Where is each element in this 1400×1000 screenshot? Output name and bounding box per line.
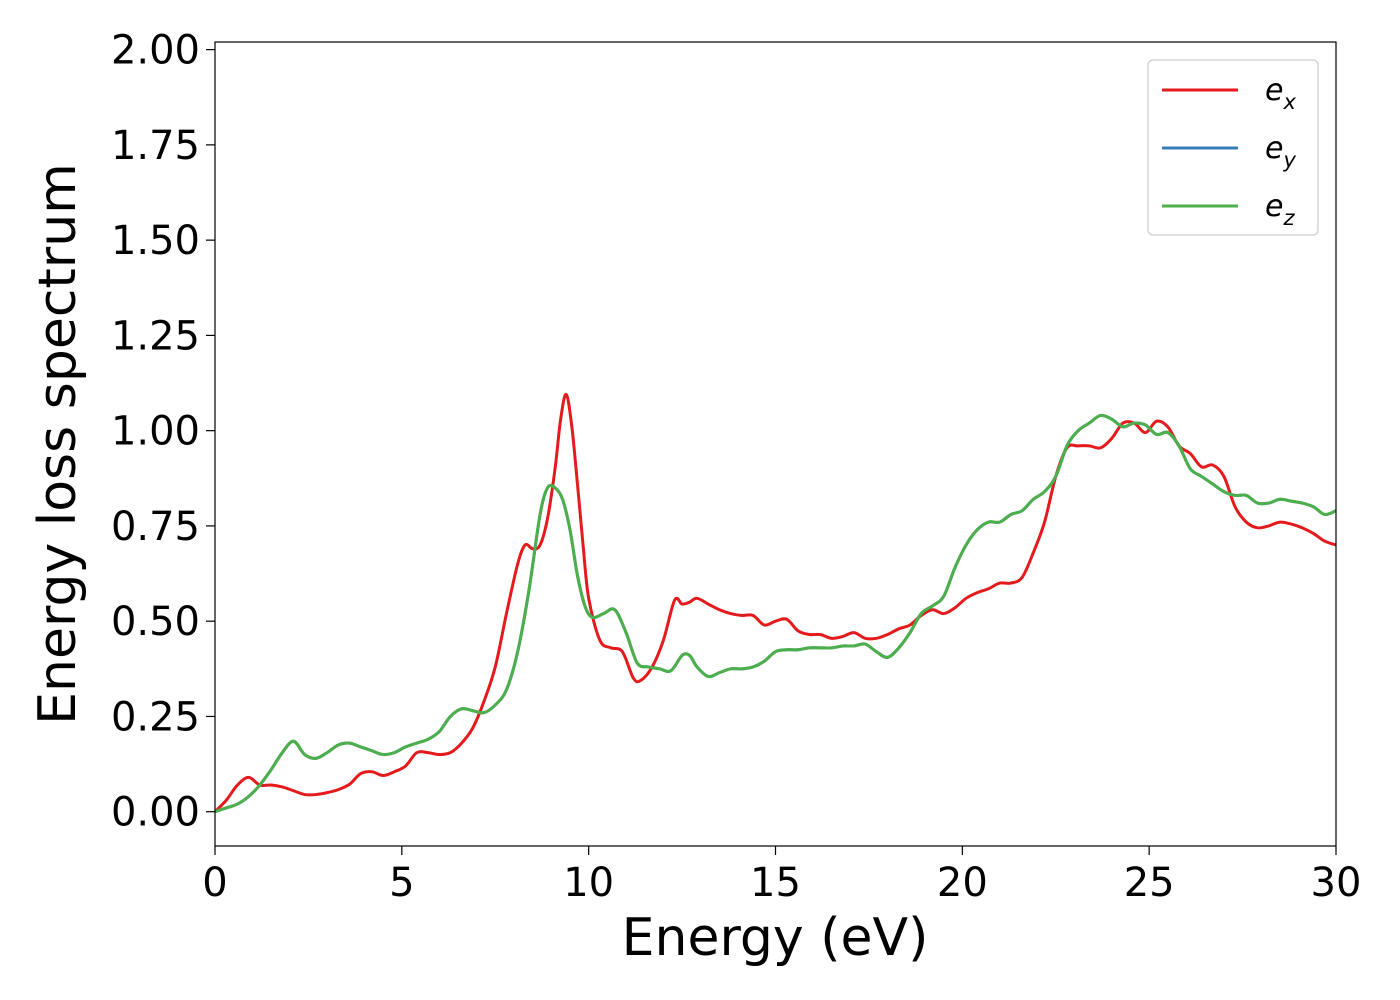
y-tick-label: 1.25 — [111, 313, 200, 359]
series-layer — [215, 392, 1336, 814]
y-tick-label: 1.00 — [111, 409, 200, 455]
y-tick-label: 1.75 — [111, 123, 200, 169]
legend-label-x: ex — [1265, 73, 1296, 114]
x-tick-label: 20 — [937, 860, 988, 906]
series-line-x — [215, 392, 1336, 814]
y-tick-label: 0.00 — [111, 790, 200, 836]
x-tick-label: 0 — [202, 860, 227, 906]
x-axis-title: Energy (eV) — [622, 908, 929, 968]
series-line-z — [215, 413, 1336, 814]
y-tick-label: 0.50 — [111, 599, 200, 645]
legend: ex ey ez — [1147, 59, 1319, 236]
y-tick-label: 2.00 — [111, 28, 200, 74]
legend-label-z: ez — [1265, 189, 1295, 230]
x-tick-label: 5 — [389, 860, 414, 906]
y-tick-label: 1.50 — [111, 218, 200, 264]
x-tick-label: 15 — [750, 860, 801, 906]
y-axis-title: Energy loss spectrum — [28, 163, 88, 725]
y-tick-label: 0.75 — [111, 504, 200, 550]
x-tick-label: 30 — [1311, 860, 1362, 906]
legend-label-y: ey — [1265, 131, 1296, 172]
series-line-y — [215, 413, 1336, 814]
x-axis: 0 5 10 15 20 25 30 — [202, 846, 1361, 906]
y-axis: 0.00 0.25 0.50 0.75 1.00 1.25 1.50 1.75 2.00 — [111, 28, 215, 836]
x-tick-label: 10 — [563, 860, 614, 906]
x-tick-label: 25 — [1124, 860, 1175, 906]
y-tick-label: 0.25 — [111, 694, 200, 740]
